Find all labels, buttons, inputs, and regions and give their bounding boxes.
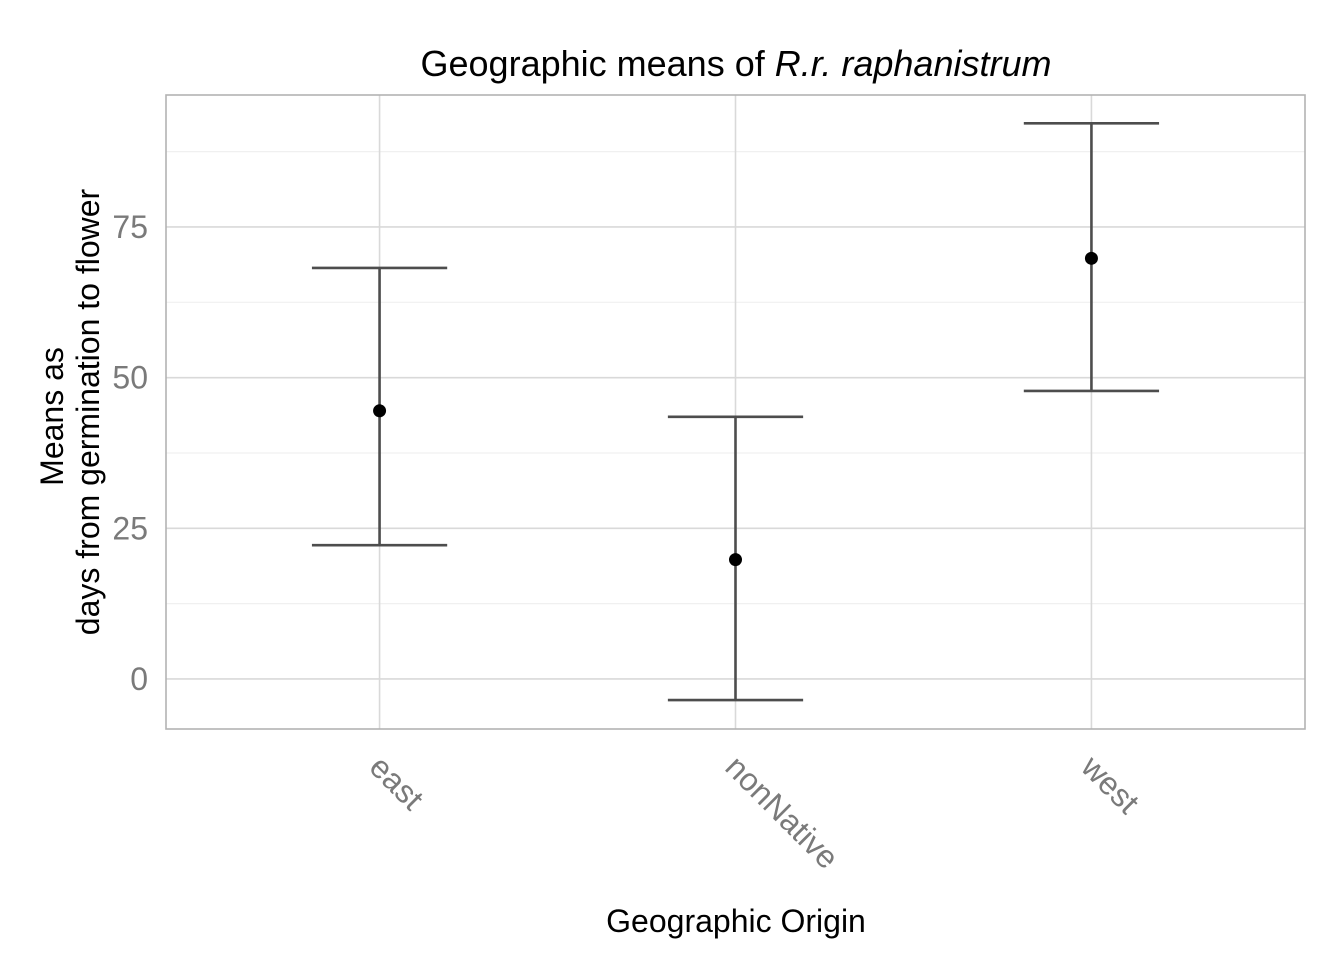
x-axis-ticks: east nonNative west	[363, 748, 1147, 876]
panel-border	[165, 94, 1306, 730]
x-tick-label: east	[363, 748, 431, 816]
mean-point	[373, 404, 387, 418]
y-axis-ticks: 0 25 50 75	[112, 209, 148, 697]
x-tick-label: west	[1074, 748, 1147, 821]
chart-marks	[311, 122, 1160, 702]
y-tick-label: 50	[112, 360, 148, 396]
x-tick-label: nonNative	[719, 748, 846, 875]
x-axis-title: Geographic Origin	[606, 903, 866, 939]
mean-point	[729, 553, 742, 567]
y-axis-title-line-2: days from germination to flower	[70, 188, 106, 635]
y-axis-title-line-1: Means as	[34, 347, 70, 486]
mean-point	[1084, 251, 1098, 265]
y-tick-label: 75	[112, 209, 148, 245]
chart-title-italic: R.r. raphanistrum	[775, 43, 1052, 84]
y-tick-label: 0	[130, 661, 148, 697]
chart-title-plain: Geographic means of	[421, 43, 775, 84]
y-axis-title: Means as days from germination to flower	[34, 188, 106, 635]
y-tick-label: 25	[112, 510, 148, 546]
chart-title: Geographic means of R.r. raphanistrum	[421, 43, 1052, 84]
